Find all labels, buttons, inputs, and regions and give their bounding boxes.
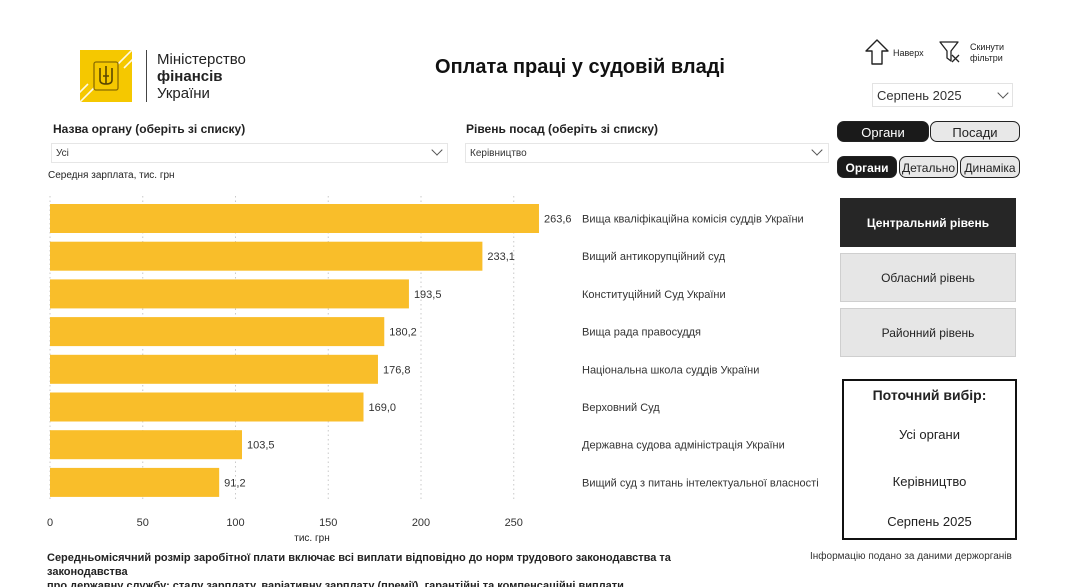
- level-filter-label: Рівень посад (оберіть зі списку): [466, 122, 658, 136]
- category-label: Верховний Суд: [582, 402, 660, 414]
- data-label: 180,2: [389, 327, 417, 339]
- salary-bar-chart: 0 50 100 150 200 250 263,6 Вища кваліфікаційна …: [47, 196, 819, 544]
- data-label: 169,0: [368, 402, 396, 414]
- footnote: Середньомісячний розмір заробітної плати…: [47, 551, 747, 587]
- data-label: 263,6: [544, 214, 572, 226]
- x-tick-label: 100: [226, 517, 244, 529]
- tab-positions[interactable]: Посади: [930, 121, 1020, 142]
- data-label: 193,5: [414, 289, 442, 301]
- x-tick-label: 250: [505, 517, 523, 529]
- current-selection-month: Серпень 2025: [887, 514, 972, 529]
- subtab-organs[interactable]: Органи: [837, 156, 897, 178]
- bar: [50, 392, 364, 422]
- logo-line-2: фінансів: [157, 67, 223, 85]
- data-label: 91,2: [224, 477, 245, 489]
- data-label: 176,8: [383, 364, 411, 376]
- x-axis-title: тис. грн: [294, 533, 329, 544]
- x-tick-label: 150: [319, 517, 337, 529]
- bar: [50, 430, 242, 460]
- current-selection-card: Поточний вибір: Усі органи Керівництво С…: [842, 379, 1017, 540]
- data-label: 233,1: [487, 251, 515, 263]
- category-label: Вища рада правосуддя: [582, 327, 701, 339]
- subtab-dynamics[interactable]: Динаміка: [960, 156, 1020, 178]
- back-to-top-label: Наверх: [893, 47, 924, 58]
- organ-filter-dropdown[interactable]: Усі: [51, 143, 448, 163]
- logo-text: Міністерство фінансів України: [157, 51, 246, 102]
- category-label: Вищий суд з питань інтелектуальної власн…: [582, 477, 819, 489]
- bar: [50, 467, 220, 497]
- subtab-detailed[interactable]: Детально: [899, 156, 958, 178]
- x-tick-label: 50: [137, 517, 149, 529]
- month-select[interactable]: Серпень 2025: [872, 83, 1013, 107]
- x-tick-label: 0: [47, 517, 53, 529]
- footnote-line-1: Середньомісячний розмір заробітної плати…: [47, 552, 671, 578]
- ministry-logo: Міністерство фінансів України: [80, 50, 246, 102]
- reset-filters-button[interactable]: Скинути фільтри: [938, 40, 1004, 66]
- level-filter-dropdown[interactable]: Керівництво: [465, 143, 829, 163]
- arrow-up-icon: [864, 38, 890, 68]
- logo-divider: [146, 50, 147, 102]
- data-source-note: Інформацію подано за даними держорганів: [810, 551, 1012, 562]
- logo-line-3: України: [157, 84, 210, 102]
- tab-organs[interactable]: Органи: [837, 121, 929, 142]
- reset-filters-label-2: фільтри: [970, 53, 1003, 63]
- level-filter-value: Керівництво: [470, 148, 527, 159]
- organ-filter-label: Назва органу (оберіть зі списку): [53, 122, 246, 136]
- logo-line-1: Міністерство: [157, 50, 246, 68]
- bar: [50, 354, 378, 384]
- category-label: Національна школа суддів України: [582, 364, 759, 376]
- chart-title: Середня зарплата, тис. грн: [48, 170, 175, 181]
- current-selection-organ: Усі органи: [899, 427, 960, 442]
- bar: [50, 204, 539, 233]
- chevron-down-icon: [997, 87, 1009, 99]
- level-district-button[interactable]: Районний рівень: [840, 308, 1016, 357]
- page-title: Оплата праці у судовій владі: [435, 56, 725, 78]
- reset-filters-label-1: Скинути: [970, 42, 1005, 52]
- bar: [50, 317, 385, 347]
- category-label: Конституційний Суд України: [582, 289, 726, 301]
- organ-filter-value: Усі: [56, 148, 69, 159]
- category-label: Вищий антикорупційний суд: [582, 251, 726, 263]
- current-selection-title: Поточний вибір:: [872, 387, 987, 403]
- level-central-button[interactable]: Центральний рівень: [840, 198, 1016, 247]
- month-select-value: Серпень 2025: [877, 88, 962, 103]
- data-label: 103,5: [247, 440, 275, 452]
- level-regional-button[interactable]: Обласний рівень: [840, 253, 1016, 302]
- trident-icon: [80, 50, 132, 102]
- back-to-top-button[interactable]: Наверх: [864, 38, 924, 68]
- x-tick-label: 200: [412, 517, 430, 529]
- footnote-line-2: про державну службу: сталу зарплату, вар…: [47, 580, 624, 587]
- filter-clear-icon: [938, 40, 962, 66]
- bar: [50, 241, 483, 271]
- category-label: Державна судова адміністрація України: [582, 440, 785, 452]
- current-selection-level: Керівництво: [892, 474, 967, 489]
- bar: [50, 279, 409, 309]
- category-label: Вища кваліфікаційна комісія суддів Украї…: [582, 214, 804, 226]
